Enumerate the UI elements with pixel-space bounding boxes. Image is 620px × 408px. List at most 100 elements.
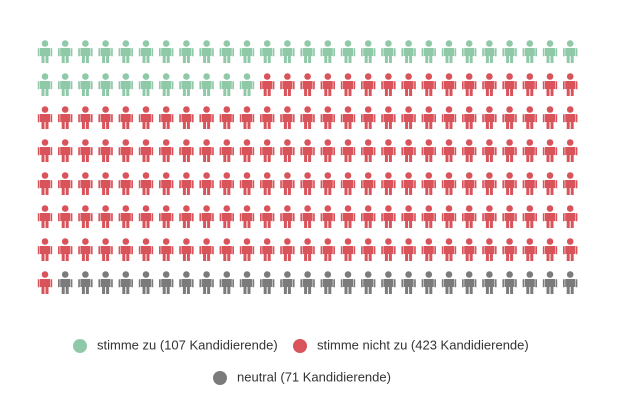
person-icon — [542, 172, 558, 195]
person-icon — [239, 271, 255, 294]
person-icon — [179, 205, 194, 228]
person-icon — [78, 238, 93, 261]
person-icon — [138, 40, 154, 63]
person-icon — [199, 172, 214, 195]
person-icon — [118, 139, 133, 162]
person-icon — [239, 139, 255, 162]
person-icon — [159, 238, 174, 261]
person-icon — [118, 238, 133, 261]
person-icon — [78, 172, 93, 195]
legend-item: neutral (71 Kandidierende) — [213, 369, 391, 385]
person-icon — [542, 205, 558, 228]
person-icon — [421, 139, 436, 162]
person-icon — [37, 271, 53, 294]
person-icon — [260, 139, 275, 162]
person-icon — [58, 40, 73, 63]
person-icon — [118, 73, 133, 96]
person-icon — [37, 139, 53, 162]
person-icon — [381, 271, 396, 294]
person-icon — [118, 271, 133, 294]
person-icon — [58, 73, 73, 96]
person-icon — [118, 106, 133, 129]
person-icon — [502, 40, 517, 63]
person-icon — [78, 106, 93, 129]
person-icon — [219, 73, 234, 96]
person-icon — [159, 40, 174, 63]
person-icon — [118, 205, 133, 228]
person-icon — [320, 73, 335, 96]
person-icon — [361, 40, 376, 63]
person-icon — [441, 172, 457, 195]
person-icon — [462, 139, 477, 162]
person-icon — [462, 73, 477, 96]
person-icon — [78, 73, 93, 96]
person-icon — [441, 238, 457, 261]
person-icon — [219, 172, 234, 195]
person-icon — [401, 172, 416, 195]
person-icon — [98, 238, 113, 261]
person-icon — [441, 139, 457, 162]
person-icon — [563, 106, 578, 129]
person-icon — [421, 106, 436, 129]
person-icon — [502, 172, 517, 195]
person-icon — [159, 106, 174, 129]
person-icon — [219, 205, 234, 228]
person-icon — [381, 40, 396, 63]
person-icon — [421, 73, 436, 96]
person-icon — [502, 238, 517, 261]
person-icon — [280, 238, 295, 261]
person-icon — [58, 271, 73, 294]
person-icon — [340, 73, 356, 96]
person-icon — [37, 205, 53, 228]
person-icon — [563, 40, 578, 63]
person-icon — [300, 238, 315, 261]
person-icon — [239, 73, 255, 96]
person-icon — [462, 271, 477, 294]
person-icon — [260, 40, 275, 63]
person-icon — [58, 139, 73, 162]
person-icon — [199, 271, 214, 294]
person-icon — [563, 172, 578, 195]
person-icon — [421, 172, 436, 195]
person-icon — [98, 172, 113, 195]
person-icon — [37, 106, 53, 129]
person-icon — [522, 40, 537, 63]
person-icon — [219, 139, 234, 162]
person-icon — [179, 238, 194, 261]
person-icon — [179, 139, 194, 162]
person-icon — [462, 238, 477, 261]
person-icon — [421, 271, 436, 294]
person-icon — [199, 205, 214, 228]
person-icon — [340, 106, 356, 129]
person-icon — [159, 139, 174, 162]
person-icon — [78, 205, 93, 228]
person-icon — [280, 271, 295, 294]
person-icon — [78, 40, 93, 63]
person-icon — [381, 106, 396, 129]
person-icon — [482, 73, 497, 96]
person-icon — [401, 238, 416, 261]
person-icon — [340, 271, 356, 294]
person-icon — [340, 139, 356, 162]
person-icon — [502, 73, 517, 96]
person-icon — [58, 238, 73, 261]
person-icon — [381, 238, 396, 261]
person-icon — [98, 205, 113, 228]
person-icon — [462, 205, 477, 228]
person-icon — [522, 73, 537, 96]
person-icon — [563, 139, 578, 162]
person-icon — [179, 73, 194, 96]
person-icon — [522, 271, 537, 294]
person-icon — [98, 40, 113, 63]
person-icon — [58, 172, 73, 195]
person-icon — [199, 238, 214, 261]
person-icon — [300, 73, 315, 96]
person-icon — [138, 172, 154, 195]
person-icon — [320, 172, 335, 195]
person-icon — [441, 73, 457, 96]
person-icon — [482, 238, 497, 261]
person-icon — [563, 205, 578, 228]
person-icon — [260, 271, 275, 294]
person-icon — [300, 205, 315, 228]
